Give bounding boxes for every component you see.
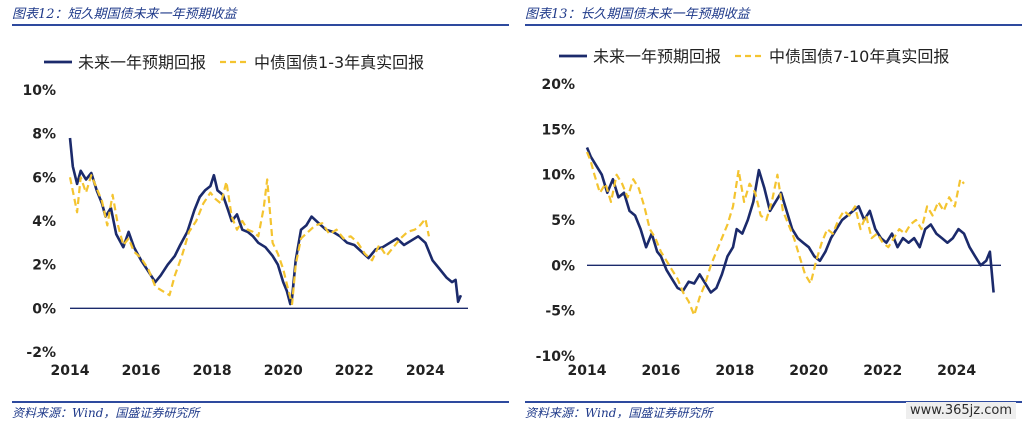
left-chart-panel: 图表12：短久期国债未来一年预期收益 -2% 0% 2% 4% 6% 8% 10% 2014 2…	[12, 0, 509, 423]
y-tick-label: 6%	[32, 170, 56, 186]
x-tick-label: 2014	[568, 363, 607, 379]
legend-label: 未来一年预期回报	[593, 47, 721, 66]
y-tick-label: 15%	[541, 122, 575, 138]
y-tick-label: 10%	[541, 168, 575, 184]
legend-label: 中债国债7-10年真实回报	[769, 47, 949, 66]
y-tick-label: -10%	[536, 349, 575, 365]
y-tick-label: 4%	[32, 214, 56, 230]
series-line-real-return	[68, 174, 430, 306]
y-tick-label: 0%	[551, 258, 575, 274]
y-tick-label: 10%	[22, 83, 56, 99]
left-title-rule	[12, 24, 509, 26]
y-tick-label: 5%	[551, 213, 575, 229]
left-line-chart: -2% 0% 2% 4% 6% 8% 10% 2014 2016 2018 2020 2022 2024…	[22, 53, 468, 379]
right-chart-title: 图表13：长久期国债未来一年预期收益	[525, 7, 750, 22]
y-tick-label: 8%	[32, 127, 56, 143]
right-title-rule	[525, 24, 1022, 26]
x-tick-label: 2020	[264, 363, 303, 379]
watermark-label: www.365jz.com	[906, 402, 1016, 419]
right-chart-source: 资料来源：Wind，国盛证券研究所	[525, 406, 713, 420]
x-tick-label: 2022	[863, 363, 902, 379]
x-tick-label: 2024	[406, 363, 445, 379]
x-tick-label: 2022	[335, 363, 374, 379]
x-tick-label: 2018	[193, 363, 232, 379]
y-tick-label: -2%	[26, 345, 56, 361]
x-tick-label: 2016	[122, 363, 161, 379]
x-tick-label: 2014	[51, 363, 90, 379]
y-tick-label: 2%	[32, 258, 56, 274]
right-source-rule	[525, 401, 1022, 403]
legend-label: 未来一年预期回报	[78, 53, 206, 72]
left-source-rule	[12, 401, 509, 403]
x-tick-label: 2016	[641, 363, 680, 379]
y-tick-label: -5%	[545, 304, 575, 320]
x-tick-label: 2018	[715, 363, 754, 379]
series-line-real-return	[585, 151, 965, 317]
right-line-chart: -10% -5% 0% 5% 10% 15% 20% 2014 2016 2018 2020 2022…	[536, 47, 1001, 379]
legend-label: 中债国债1-3年真实回报	[254, 53, 424, 72]
left-chart-title: 图表12：短久期国债未来一年预期收益	[12, 7, 237, 22]
series-line-expected-return	[585, 147, 995, 294]
x-tick-label: 2024	[937, 363, 976, 379]
right-chart-panel: 图表13：长久期国债未来一年预期收益 -10% -5% 0% 5% 10% 15% 20% 2…	[525, 0, 1022, 423]
series-line-expected-return	[68, 137, 463, 306]
y-tick-label: 0%	[32, 301, 56, 317]
left-chart-source: 资料来源：Wind，国盛证券研究所	[12, 406, 200, 420]
x-tick-label: 2020	[789, 363, 828, 379]
y-tick-label: 20%	[541, 77, 575, 93]
